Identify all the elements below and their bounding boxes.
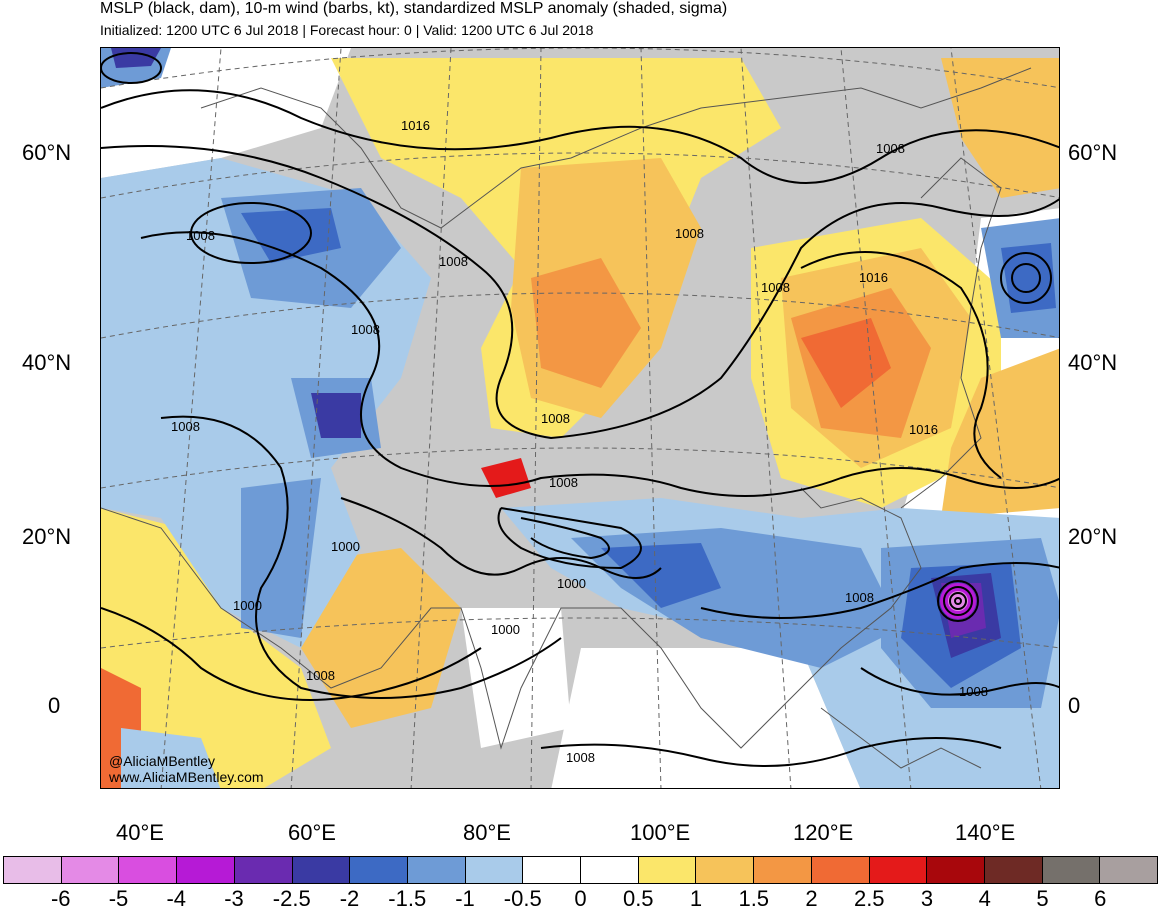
isobars (101, 52, 1059, 767)
lat-label-40n-right: 40°N (1068, 350, 1118, 375)
lon-label-140e: 140°E (955, 820, 1016, 845)
colorbar-tick-label: -3 (224, 886, 244, 911)
negative-anomaly-region (121, 728, 221, 788)
lon-label-40e: 40°E (116, 820, 164, 845)
colorbar-swatch (927, 857, 985, 883)
colorbar-tick-label: -1.5 (388, 886, 427, 911)
positive-anomaly-region (481, 458, 531, 498)
colorbar-swatch (350, 857, 408, 883)
colorbar-swatch (581, 857, 639, 883)
colorbar-swatch (811, 857, 870, 883)
colorbar-swatch (177, 857, 235, 883)
isobar-label: 1000 (331, 539, 360, 554)
positive-anomaly-region (531, 258, 641, 388)
positive-anomaly-region (941, 58, 1059, 198)
colorbar-tick-label: -0.5 (503, 886, 542, 911)
credit-url: www.AliciaMBentley.com (109, 769, 264, 785)
positive-anomaly-region (941, 348, 1059, 518)
colorbar-tick-label: 1 (689, 886, 703, 911)
colorbar-swatch (234, 857, 293, 883)
isobar-label: 1016 (401, 118, 430, 133)
colorbar-tick-label: 5 (1036, 886, 1049, 911)
anomaly-colorbar (3, 856, 1158, 884)
isobar-label: 1008 (876, 141, 905, 156)
colorbar-swatch (869, 857, 928, 883)
isobar-label: 1016 (909, 422, 938, 437)
colorbar-tick-label: -2 (339, 886, 360, 911)
isobar-label: 1008 (566, 750, 595, 765)
colorbar-tick-label: 3 (920, 886, 934, 911)
positive-anomaly-region (101, 508, 331, 788)
colorbar-tick-label: -6 (50, 886, 71, 911)
map-title: MSLP (black, dam), 10-m wind (barbs, kt)… (100, 0, 728, 17)
lon-label-120e: 120°E (793, 820, 854, 845)
colorbar-swatch (984, 857, 1043, 883)
lon-label-100e: 100°E (630, 820, 691, 845)
isobar-label: 1008 (845, 590, 874, 605)
colorbar-swatch (638, 857, 697, 883)
colorbar-swatch (754, 857, 812, 883)
colorbar-tick-label: -4 (166, 886, 187, 911)
lat-label-0-right: 0 (1068, 693, 1081, 718)
negative-anomaly-region (241, 478, 321, 638)
lat-label-60n: 60°N (22, 140, 72, 165)
isobar-labels: 1016 1008 1008 1008 1008 1008 1008 1008 … (171, 118, 988, 765)
lat-label-60n-right: 60°N (1068, 140, 1118, 165)
colorbar-swatch (119, 857, 178, 883)
isobar-label: 1000 (557, 576, 586, 591)
colorbar-tick-label: -2.5 (272, 886, 311, 911)
lat-label-20n-right: 20°N (1068, 524, 1118, 549)
colorbar-tick-label: -5 (108, 886, 129, 911)
negative-anomaly-region (241, 208, 341, 263)
lat-label-20n: 20°N (22, 524, 72, 549)
colorbar-tick-label: 6 (1094, 886, 1107, 911)
colorbar-swatch (523, 857, 582, 883)
lat-label-0: 0 (48, 693, 61, 718)
isobar-label: 1008 (186, 228, 215, 243)
negative-anomaly-region (601, 543, 721, 608)
colorbar-swatch (1100, 857, 1158, 883)
isobar-label: 1008 (959, 684, 988, 699)
colorbar-tick-label: 2 (805, 886, 818, 911)
colorbar-tick-label: 0 (574, 886, 587, 911)
isobar-label: 1016 (859, 270, 888, 285)
coastlines (101, 67, 1032, 769)
isobar-label: 1000 (233, 598, 262, 613)
colorbar-swatch (292, 857, 351, 883)
isobar-label: 1008 (541, 411, 570, 426)
colorbar-tick-label: 2.5 (853, 886, 885, 911)
negative-anomaly-region (311, 393, 361, 438)
isobar-label: 1008 (549, 475, 578, 490)
colorbar-swatch (696, 857, 755, 883)
credit-handle: @AliciaMBentley (109, 753, 216, 769)
colorbar-tick-label: 4 (978, 886, 991, 911)
map-subtitle: Initialized: 1200 UTC 6 Jul 2018 | Forec… (100, 22, 594, 38)
isobar-label: 1008 (439, 254, 468, 269)
isobar-label: 1008 (306, 668, 335, 683)
colorbar-swatch (407, 857, 466, 883)
colorbar-tick-label: 0.5 (622, 886, 654, 911)
map-panel: 1016 1008 1008 1008 1008 1008 1008 1008 … (100, 47, 1060, 789)
isobar-label: 1008 (171, 419, 200, 434)
lat-label-40n: 40°N (22, 350, 72, 375)
anomaly-map: 1016 1008 1008 1008 1008 1008 1008 1008 … (101, 48, 1059, 788)
colorbar-swatch (465, 857, 524, 883)
colorbar-swatch (61, 857, 120, 883)
lon-label-60e: 60°E (288, 820, 336, 845)
ocean-area (551, 648, 861, 788)
negative-anomaly-region (1001, 243, 1056, 313)
colorbar-swatch (1042, 857, 1101, 883)
lon-label-80e: 80°E (463, 820, 511, 845)
isobar-label: 1008 (675, 226, 704, 241)
isobar-label: 1008 (351, 322, 380, 337)
colorbar-tick-label: 1.5 (738, 886, 770, 911)
isobar-label: 1000 (491, 622, 520, 637)
colorbar-swatch (4, 857, 62, 883)
colorbar-tick-label: -1 (455, 886, 475, 911)
isobar-label: 1008 (761, 280, 790, 295)
